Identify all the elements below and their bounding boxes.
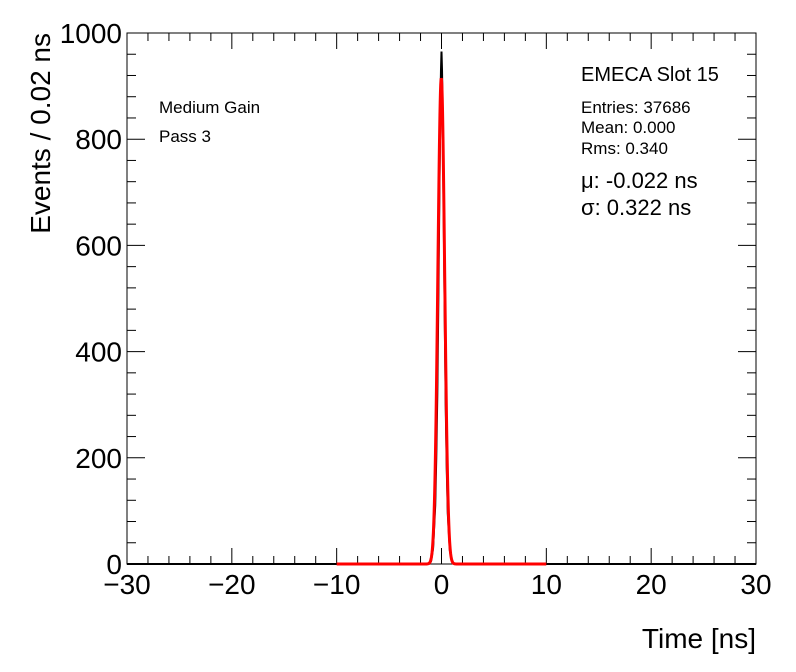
series-layer bbox=[127, 51, 756, 566]
annotation-pass: Pass 3 bbox=[159, 127, 211, 146]
y-tick-label: 0 bbox=[106, 549, 122, 580]
gaussian-fit-curve bbox=[336, 77, 547, 566]
legend-title: EMECA Slot 15 bbox=[581, 64, 719, 86]
y-tick-label: 400 bbox=[75, 337, 122, 368]
x-tick-label: 20 bbox=[636, 569, 667, 600]
annotation-medium-gain: Medium Gain bbox=[159, 98, 260, 117]
x-axis-label: Time [ns] bbox=[642, 623, 756, 654]
x-tick-label: 0 bbox=[434, 569, 450, 600]
y-axis-tick-labels: 0 200 400 600 800 1000 bbox=[60, 18, 122, 580]
y-tick-label: 800 bbox=[75, 124, 122, 155]
x-tick-label: −30 bbox=[103, 569, 151, 600]
x-axis-tick-labels: −30 −20 −10 0 10 20 30 bbox=[103, 569, 771, 600]
fit-sigma: σ: 0.322 ns bbox=[581, 195, 691, 220]
stat-mean: Mean: 0.000 bbox=[581, 118, 676, 137]
y-tick-label: 200 bbox=[75, 443, 122, 474]
y-axis-label: Events / 0.02 ns bbox=[25, 33, 56, 234]
fit-mean: μ: -0.022 ns bbox=[581, 168, 698, 193]
y-axis-ticks bbox=[127, 32, 756, 565]
stat-entries: Entries: 37686 bbox=[581, 98, 691, 117]
x-axis-ticks bbox=[126, 33, 757, 564]
x-tick-label: −20 bbox=[208, 569, 256, 600]
x-tick-label: −10 bbox=[313, 569, 361, 600]
x-tick-label: 30 bbox=[740, 569, 771, 600]
x-tick-label: 10 bbox=[531, 569, 562, 600]
y-tick-label: 600 bbox=[75, 230, 122, 261]
stat-rms: Rms: 0.340 bbox=[581, 139, 668, 158]
y-tick-label: 1000 bbox=[60, 18, 122, 49]
